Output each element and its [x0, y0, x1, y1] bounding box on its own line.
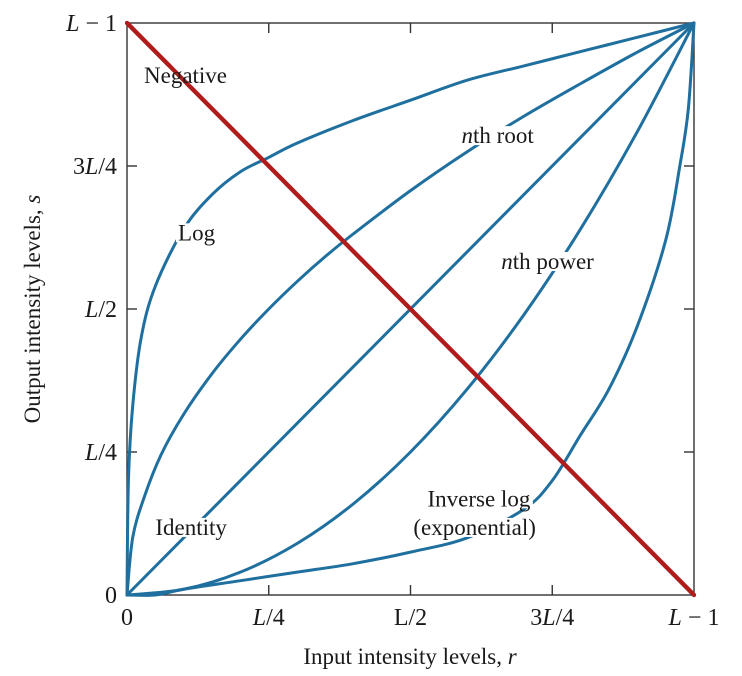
series-inverse-log-exponential-line: [125, 21, 696, 597]
curve-label-inverse-log: Inverse log: [428, 486, 531, 511]
x-axis-title: Input intensity levels, r: [303, 644, 517, 669]
curve-label-log: Log: [178, 220, 216, 245]
x-tick-label-1: L/4: [252, 605, 285, 631]
x-tick-label-4: L − 1: [668, 605, 720, 631]
curve-label-identity: Identity: [155, 515, 227, 540]
curve-label-halo-3: [499, 251, 597, 271]
y-tick-label-2: L/2: [84, 297, 117, 323]
curve-label-texts: Negative Log nth root nth power Identity Inve…: [144, 63, 594, 540]
y-tick-labels: 0 L/4 L/2 3L/4 L − 1: [65, 11, 117, 609]
x-axis-title-var: r: [508, 644, 518, 669]
y-tick-label-3: 3L/4: [73, 154, 117, 180]
x-axis-title-text: Input intensity levels,: [303, 644, 507, 669]
curve-label-halo-2: [459, 126, 537, 146]
x-tick-labels: 0 L/4 L/2 3L/4 L − 1: [121, 605, 719, 631]
series-nth-root-line: [125, 21, 696, 597]
y-tick-label-4: L − 1: [65, 11, 117, 37]
series-negative-line-overlay: [124, 20, 697, 598]
y-tick-label-0: 0: [105, 583, 117, 609]
curve-label-halo-1: [176, 223, 218, 243]
x-tick-label-2: L/2: [394, 605, 427, 631]
x-tick-label-0: 0: [121, 605, 133, 631]
tick-marks: [127, 23, 694, 595]
curve-label-exponential: (exponential): [413, 515, 536, 540]
y-axis-title-var: s: [20, 195, 45, 204]
y-tick-label-1: L/4: [84, 440, 117, 466]
curve-label-negative: Negative: [144, 63, 227, 88]
curve-label-halo-5: [425, 489, 533, 509]
curve-label-halo-0: [142, 66, 230, 86]
y-axis-title-text: Output intensity levels,: [20, 204, 45, 424]
curve-label-halos: [142, 66, 597, 537]
curve-label-halo-6: [411, 517, 538, 537]
y-axis-title: Output intensity levels, s: [20, 195, 45, 424]
curve-label-nth-power: nth power: [501, 249, 594, 274]
curve-label-halo-4: [153, 517, 230, 537]
x-tick-label-3: 3L/4: [530, 605, 574, 631]
series-nth-power-line: [125, 21, 696, 597]
curve-label-nth-root: nth root: [462, 123, 535, 148]
curve-labels: Negative Log nth root nth power Identity Inve…: [124, 20, 697, 598]
